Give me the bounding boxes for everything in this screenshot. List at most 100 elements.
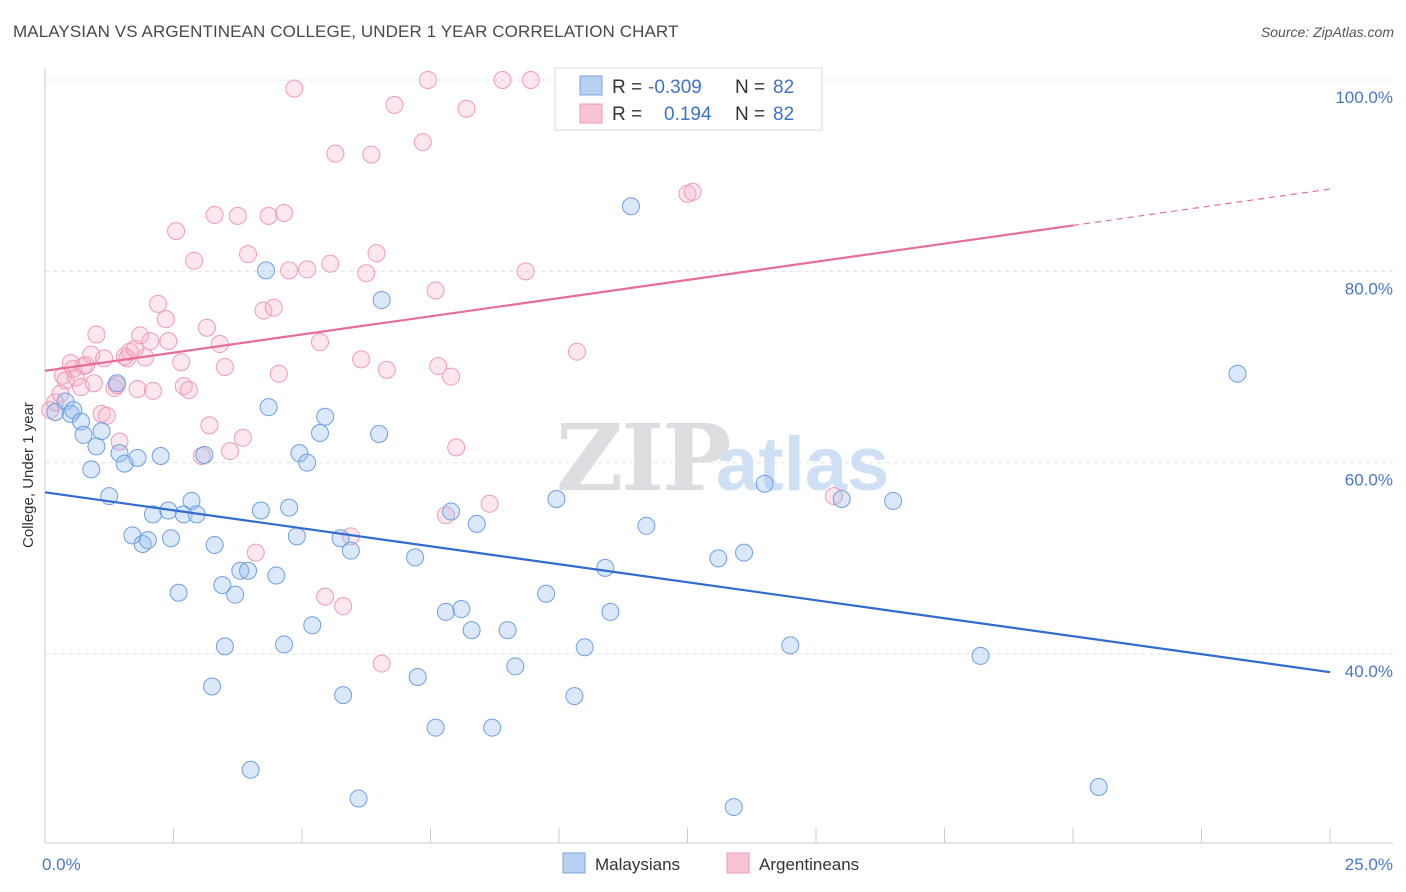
argentineans-point-66 (372, 654, 391, 673)
malaysians-point-75 (781, 636, 800, 655)
y-tick-label-60: 60.0% (1345, 471, 1393, 490)
argentineans-point-48 (254, 301, 273, 320)
argentineans-point-36 (185, 251, 204, 270)
series-legend-swatch-malaysians (562, 852, 586, 874)
malaysians-point-64 (547, 490, 566, 509)
argentineans-point-29 (149, 294, 168, 313)
source-label: Source: ZipAtlas.com (1260, 24, 1394, 40)
argentineans-trend-line (44, 224, 1074, 372)
legend-r-value-1: -0.309 (648, 77, 702, 98)
malaysians-point-7 (87, 437, 106, 456)
legend-swatch-pink (579, 103, 603, 124)
malaysians-point-30 (226, 585, 245, 604)
argentineans-point-16 (97, 406, 116, 425)
argentineans-point-76 (457, 99, 476, 118)
legend-n-value-1: 82 (773, 77, 794, 98)
malaysians-point-32 (239, 561, 258, 580)
malaysians-point-76 (832, 490, 851, 509)
malaysians-point-55 (436, 602, 455, 621)
argentineans-point-33 (172, 353, 191, 372)
argentineans-point-60 (334, 597, 353, 616)
argentineans-point-32 (167, 222, 186, 241)
legend-swatch-blue (579, 75, 603, 96)
argentineans-point-39 (200, 416, 219, 435)
argentineans-point-68 (385, 95, 404, 114)
malaysians-point-40 (287, 527, 306, 546)
argentineans-point-12 (84, 374, 103, 393)
malaysians-point-34 (251, 501, 270, 520)
malaysians-point-57 (452, 600, 471, 619)
malaysians-point-80 (1228, 364, 1247, 383)
malaysians-point-66 (575, 638, 594, 657)
malaysians-point-23 (182, 491, 201, 510)
malaysians-point-16 (138, 531, 157, 550)
argentineans-point-17 (105, 379, 124, 398)
argentineans-point-81 (567, 342, 586, 361)
malaysians-point-54 (426, 718, 445, 737)
malaysians-point-37 (267, 566, 286, 585)
argentineans-point-69 (413, 133, 432, 152)
argentineans-point-64 (362, 145, 381, 164)
argentineans-point-45 (233, 428, 252, 447)
malaysians-point-67 (596, 558, 615, 577)
argentineans-point-30 (156, 310, 175, 329)
series-argentineans-points (41, 71, 843, 673)
malaysians-point-38 (275, 635, 294, 654)
malaysians-point-8 (92, 422, 111, 441)
argentineans-point-53 (280, 261, 299, 280)
malaysians-point-49 (349, 789, 368, 808)
argentineans-point-56 (310, 333, 329, 352)
malaysians-point-21 (169, 583, 188, 602)
legend-r-label-2: R = (612, 104, 642, 125)
argentineans-point-24 (128, 380, 147, 399)
watermark-zip: ZIP (556, 404, 729, 512)
malaysians-point-50 (370, 424, 389, 443)
malaysians-point-10 (107, 374, 126, 393)
argentineans-point-75 (447, 438, 466, 457)
malaysians-point-36 (259, 398, 278, 417)
malaysians-point-78 (971, 646, 990, 665)
malaysians-point-68 (601, 602, 620, 621)
argentineans-point-41 (210, 335, 229, 354)
series-legend-swatch-argentineans (726, 852, 750, 874)
y-tick-label-100: 100.0% (1335, 88, 1393, 107)
malaysians-point-39 (280, 498, 299, 517)
malaysians-point-70 (637, 516, 656, 535)
malaysians-point-45 (316, 407, 335, 426)
argentineans-trend-extension (1072, 188, 1331, 227)
argentineans-point-65 (367, 244, 386, 263)
legend-n-value-2: 82 (773, 104, 794, 125)
argentineans-point-54 (285, 79, 304, 98)
malaysians-point-65 (565, 687, 584, 706)
malaysians-point-20 (161, 529, 180, 548)
malaysians-point-47 (334, 686, 353, 705)
malaysians-point-14 (128, 448, 147, 467)
malaysians-point-62 (506, 657, 525, 676)
legend-r-value-2: 0.194 (664, 104, 712, 125)
malaysians-point-44 (310, 424, 329, 443)
x-tick-label-max: 25.0% (1345, 855, 1393, 874)
malaysians-point-51 (372, 291, 391, 310)
axes (44, 68, 1393, 844)
malaysians-point-74 (755, 474, 774, 493)
malaysians-point-60 (483, 718, 502, 737)
argentineans-point-27 (141, 332, 160, 351)
series-legend-argentineans: Argentineans (759, 855, 859, 874)
argentineans-point-38 (197, 318, 216, 337)
argentineans-point-57 (316, 587, 335, 606)
argentineans-point-71 (426, 281, 445, 300)
argentineans-point-51 (269, 364, 288, 383)
series-malaysians-points (46, 197, 1247, 817)
argentineans-point-28 (143, 381, 162, 400)
malaysians-point-33 (241, 760, 260, 779)
y-axis-label: College, Under 1 year (20, 402, 37, 548)
malaysians-point-52 (406, 548, 425, 567)
correlation-legend: R = -0.309 N = 82 R = 0.194 N = 82 (554, 67, 823, 131)
malaysians-point-35 (257, 261, 276, 280)
chart-title: MALAYSIAN VS ARGENTINEAN COLLEGE, UNDER … (13, 22, 679, 41)
malaysians-point-28 (213, 576, 232, 595)
malaysians-point-43 (303, 616, 322, 635)
malaysians-point-31 (231, 561, 250, 580)
argentineans-point-58 (321, 254, 340, 273)
